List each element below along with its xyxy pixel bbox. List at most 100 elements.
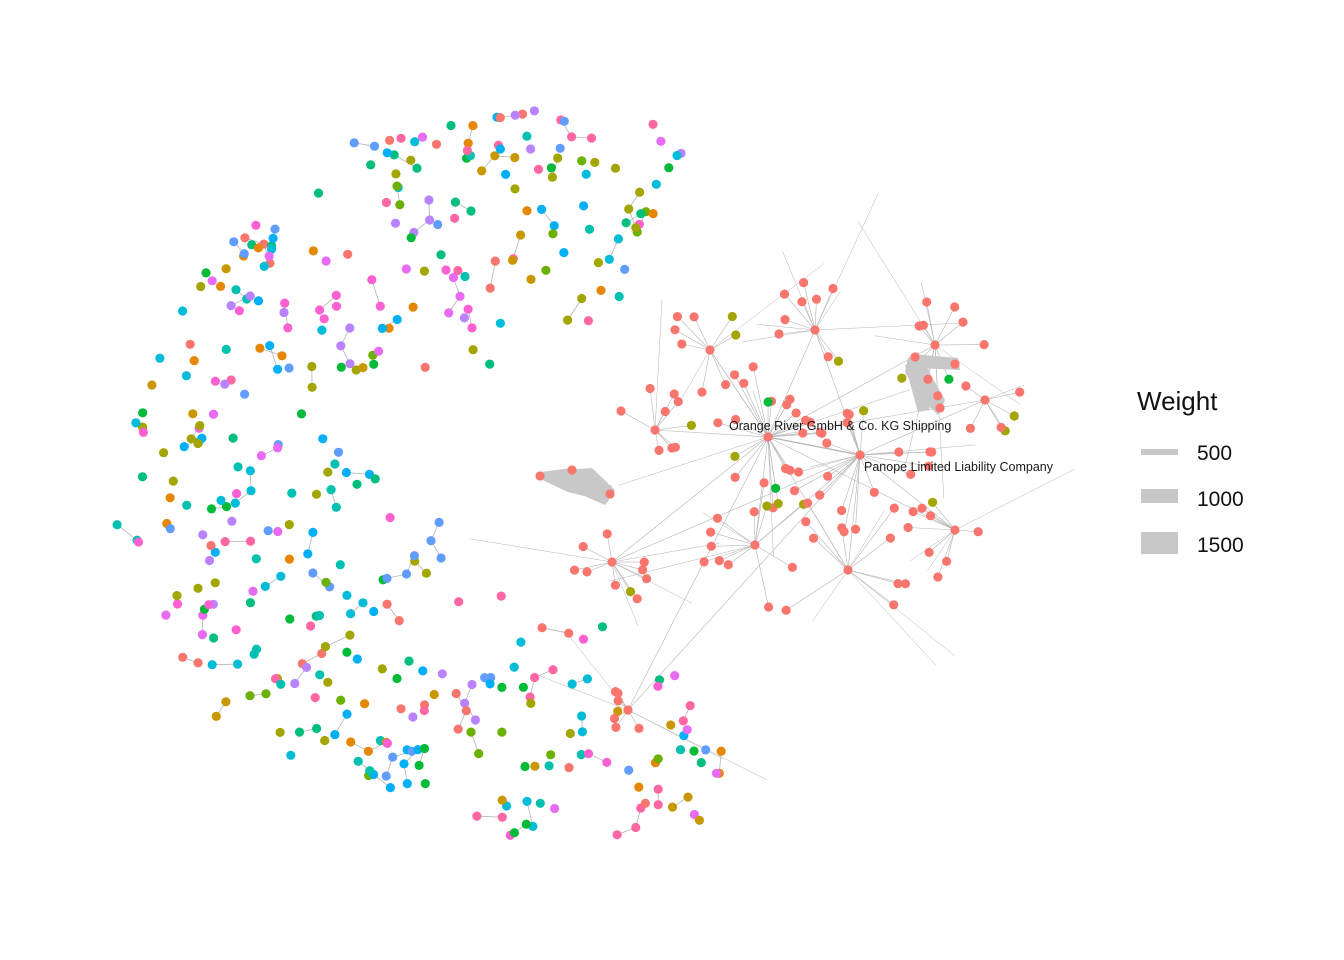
ring-node [285,614,294,623]
ring-node [273,527,282,536]
ring-node [385,136,394,145]
cluster-node [828,284,837,293]
edge [735,437,768,477]
ring-node [309,246,318,255]
cluster-node [690,312,699,321]
ring-node [584,316,593,325]
ring-node [254,243,263,252]
ring-node [345,359,354,368]
edge [650,389,655,431]
ring-node [689,746,698,755]
ring-node [676,745,685,754]
ring-node [131,418,140,427]
ring-node [631,823,640,832]
cluster-node [824,352,833,361]
cluster-node [730,370,739,379]
edge [810,455,860,467]
ring-node [342,648,351,657]
cluster-node [661,407,670,416]
edge [612,562,692,603]
ring-node [410,551,419,560]
cluster-node [731,330,740,339]
ring-node [178,306,187,315]
ring-node [409,303,418,312]
ring-node [634,783,643,792]
cluster-node [894,447,903,456]
cluster-node [812,295,821,304]
ring-node [323,678,332,687]
ring-node [209,410,218,419]
ring-node [421,363,430,372]
ring-node [474,749,483,758]
cluster-node [713,418,722,427]
ring-node [221,697,230,706]
ring-node [302,663,311,672]
ring-node [321,578,330,587]
cluster-node [942,557,951,566]
ring-node [261,582,270,591]
ring-node [221,537,230,546]
ring-node [287,489,296,498]
cluster-node [642,574,651,583]
cluster-node [611,581,620,590]
ring-node [469,345,478,354]
ring-node [273,443,282,452]
ring-node [486,284,495,293]
ring-node [204,600,213,609]
ring-node [332,291,341,300]
ring-node [420,267,429,276]
cluster-node [673,312,682,321]
ring-node [208,276,217,285]
edge [628,710,767,780]
ring-node [240,390,249,399]
cluster-node [792,408,801,417]
edge [815,193,878,330]
ring-node [583,674,592,683]
cluster-node [670,325,679,334]
cluster-node [889,600,898,609]
ring-node [311,693,320,702]
ring-node [577,711,586,720]
ring-node [536,799,545,808]
ring-node [386,783,395,792]
cluster-node [961,381,970,390]
ring-node [330,459,339,468]
ring-node [454,725,463,734]
ring-node [317,326,326,335]
cluster-node [886,534,895,543]
ring-node [342,710,351,719]
edge [754,512,755,545]
ring-node [393,315,402,324]
ring-node [212,712,221,721]
edge [575,562,613,570]
ring-node [161,611,170,620]
ring-node [522,797,531,806]
ring-node [315,611,324,620]
ring-node [403,779,412,788]
ring-node [283,323,292,332]
ring-node [320,314,329,323]
ring-node [407,233,416,242]
legend-label-1500: 1500 [1197,534,1244,557]
cluster-node [974,527,983,536]
ring-node [579,635,588,644]
heavy-edge-node [535,471,544,480]
ring-node [315,670,324,679]
ring-node [166,493,175,502]
ring-node [235,306,244,315]
cluster-node [603,529,612,538]
ring-node [255,344,264,353]
ring-node [195,421,204,430]
legend: Weight 500 1000 1500 [1137,386,1244,557]
heavy-edge-node [567,465,576,474]
hub-node [843,565,852,574]
edge [935,322,963,345]
cluster-node [728,312,737,321]
ring-node [233,660,242,669]
ring-node [559,248,568,257]
ring-node [353,654,362,663]
edge [922,508,955,530]
cluster-node [801,517,810,526]
ring-node [330,730,339,739]
ring-node [216,496,225,505]
